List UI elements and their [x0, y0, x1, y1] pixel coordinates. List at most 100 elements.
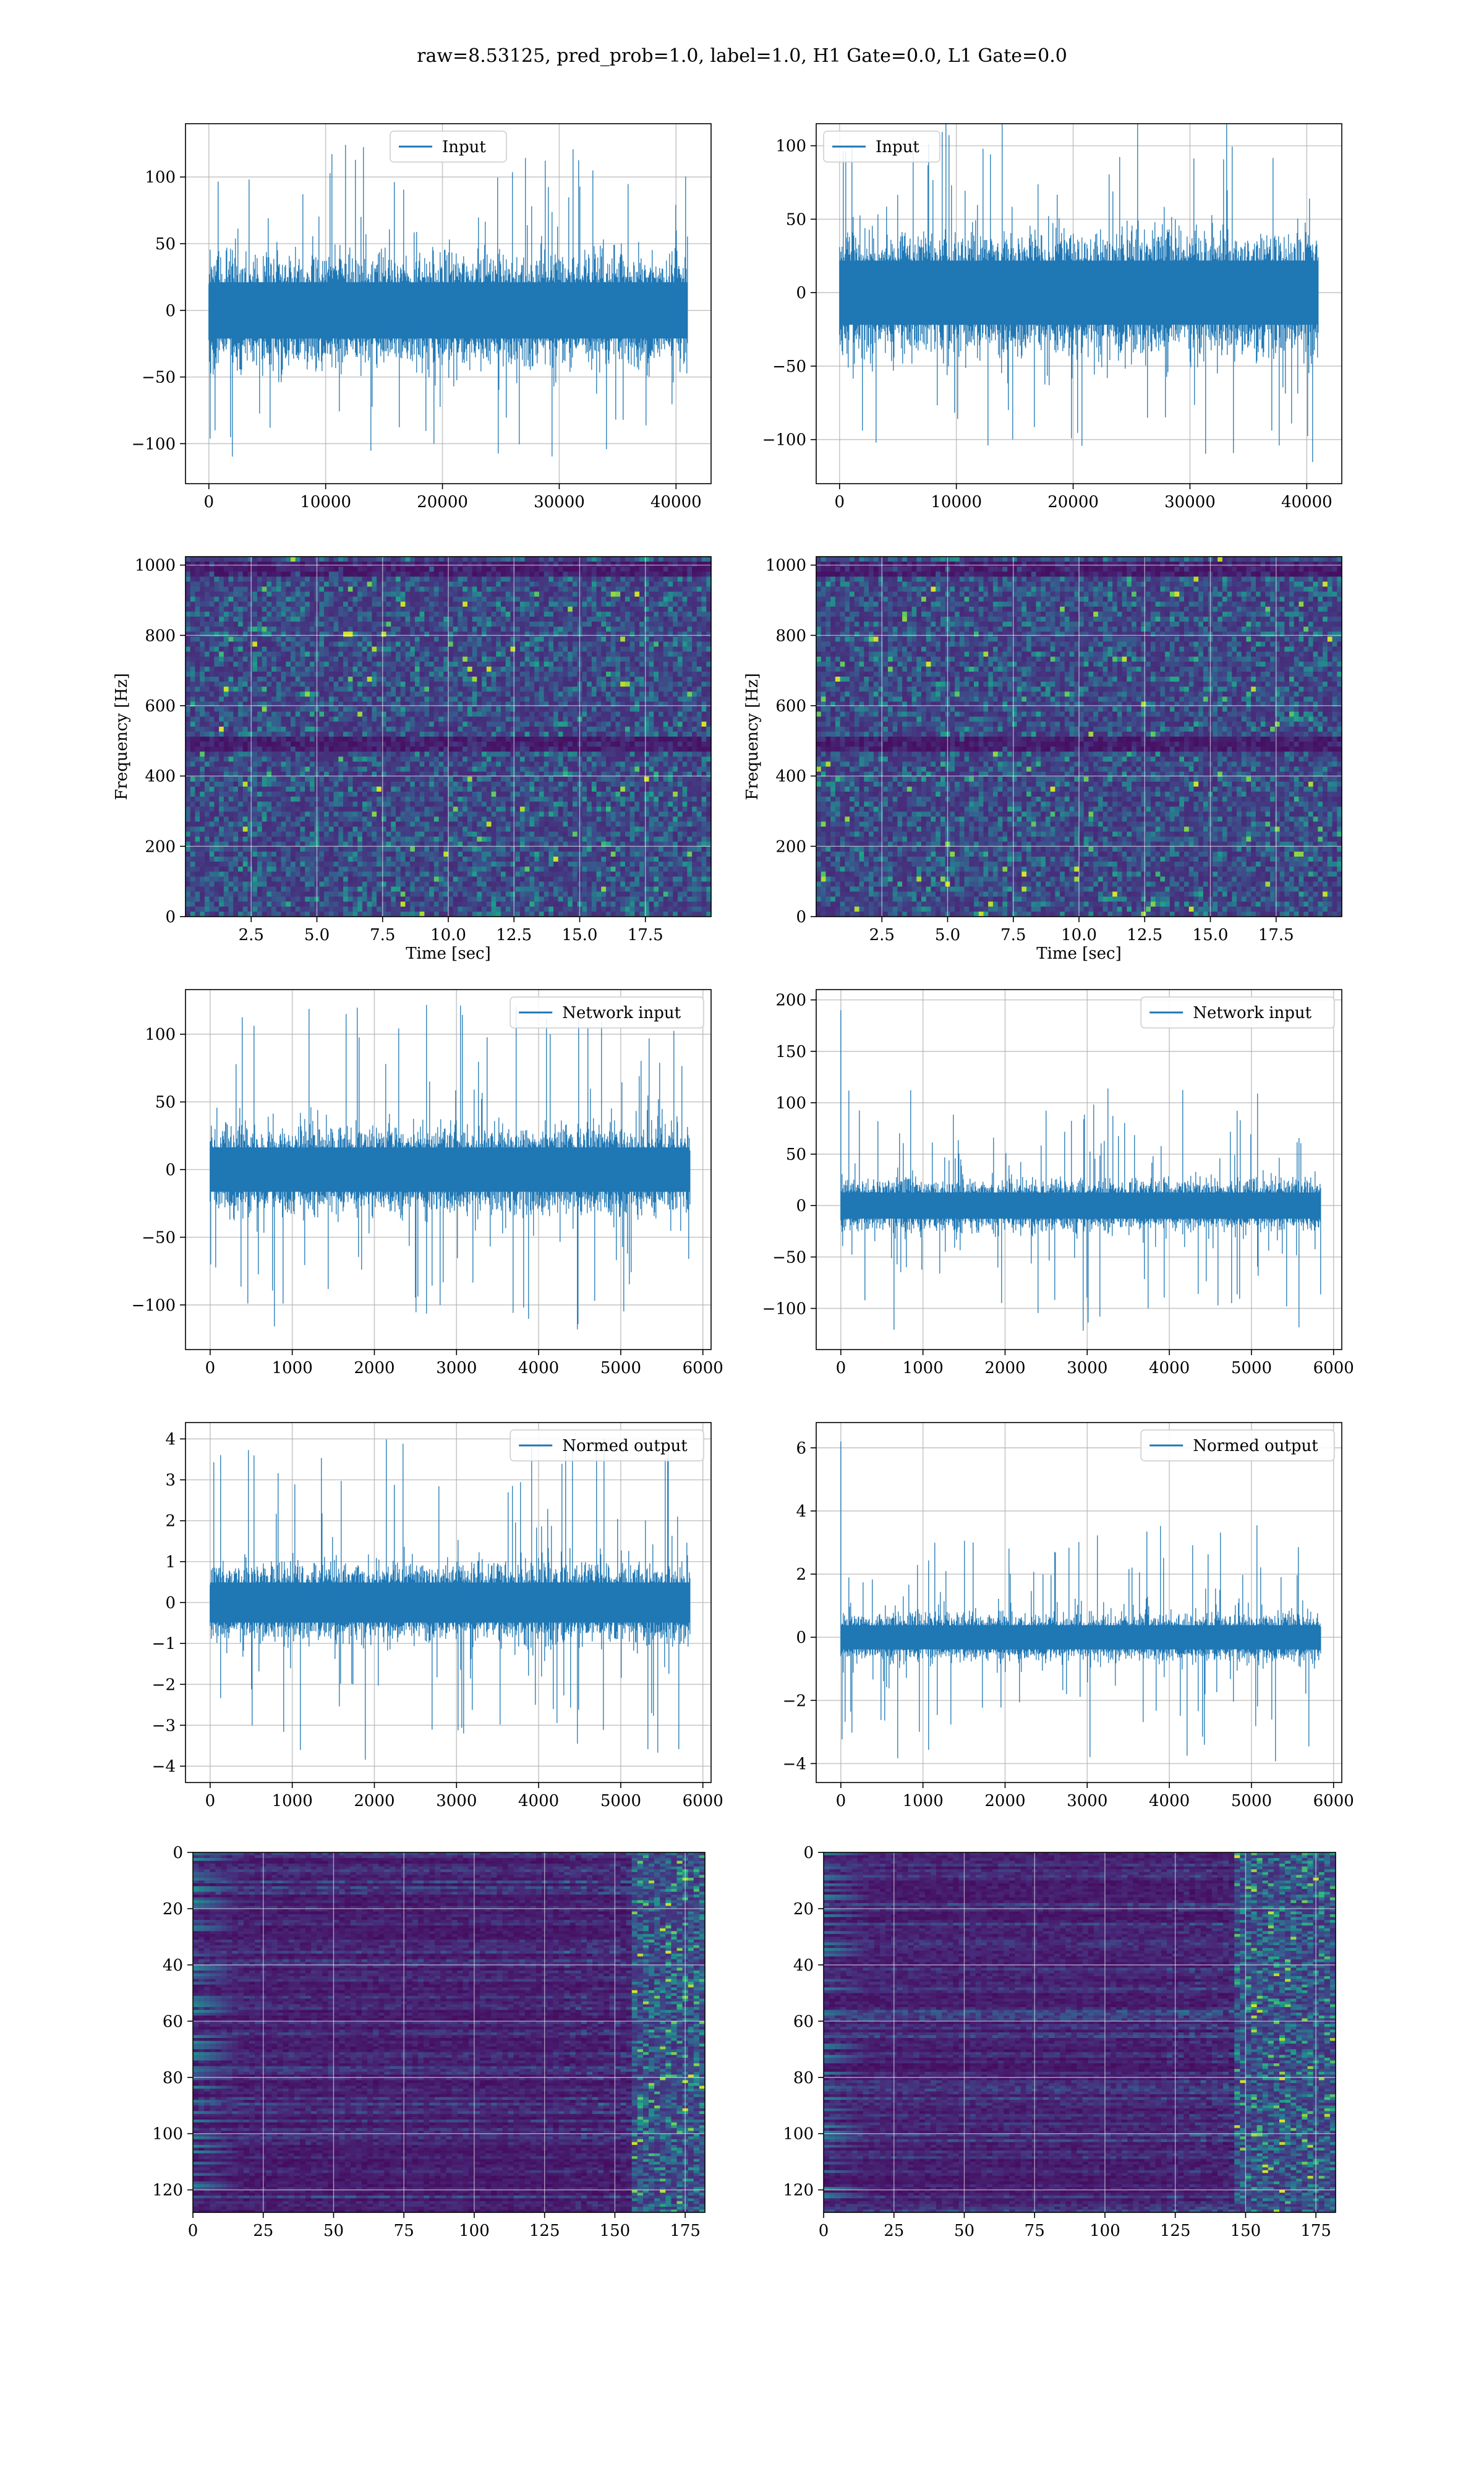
h1-input-xtick-label-0: 0: [204, 493, 215, 511]
l1-spectrogram-ytick-label-1: 200: [775, 837, 806, 856]
h1-feature-map-xtick-label-0: 0: [188, 2222, 198, 2240]
l1-feature-map-xtick-label-5: 125: [1160, 2222, 1191, 2240]
l1-feature-map-ytick-label-5: 100: [783, 2125, 814, 2144]
l1-spectrogram-ylabel: Frequency [Hz]: [743, 673, 762, 800]
h1-normed-output-ytick-label-3: −1: [152, 1635, 176, 1653]
l1-spectrogram-xtick-label-1: 5.0: [935, 926, 960, 944]
h1-spectrogram-ytick-label-4: 800: [145, 627, 176, 645]
h1-input-legend-label: Input: [442, 138, 486, 156]
h1-network-input-legend-label: Network input: [562, 1004, 681, 1022]
h1-feature-map-image: [193, 1852, 706, 2213]
h1-feature-map-xtick-label-6: 150: [600, 2222, 631, 2240]
h1-spectrogram-ytick-label-1: 200: [145, 837, 176, 856]
l1-spectrogram-xtick-label-2: 7.5: [1000, 926, 1026, 944]
h1-feature-map-ytick-label-0: 0: [173, 1844, 183, 1862]
l1-network-input-xtick-label-4: 4000: [1149, 1359, 1190, 1377]
l1-normed-output-ytick-label-5: 6: [796, 1439, 806, 1458]
h1-normed-output-xtick-label-3: 3000: [436, 1792, 477, 1810]
h1-normed-output-xtick-label-6: 6000: [683, 1792, 723, 1810]
l1-input-ytick-label-1: −50: [772, 357, 806, 376]
h1-input-ytick-label-0: −100: [132, 435, 176, 453]
l1-network-input-legend: Network input: [1141, 997, 1334, 1028]
h1-feature-map-ytick-label-4: 80: [163, 2069, 183, 2087]
h1-spectrogram-ylabel: Frequency [Hz]: [113, 673, 131, 800]
l1-input-ytick-label-4: 100: [775, 137, 806, 156]
l1-network-input-frame: [816, 990, 1342, 1350]
h1-feature-map-ytick-label-2: 40: [163, 1956, 183, 1975]
l1-input-series-line: [840, 121, 1318, 462]
l1-network-input-series-line: [841, 1010, 1321, 1330]
h1-normed-output-xtick-label-5: 5000: [600, 1792, 641, 1810]
h1-spectrogram-xtick-label-6: 17.5: [628, 926, 663, 944]
l1-normed-output-xtick-label-3: 3000: [1067, 1792, 1107, 1810]
h1-spectrogram-xtick-label-1: 5.0: [304, 926, 330, 944]
l1-feature-map-xtick-label-1: 25: [884, 2222, 904, 2240]
l1-input-xtick-label-4: 40000: [1281, 493, 1333, 511]
l1-network-input-ytick-label-5: 150: [775, 1043, 806, 1061]
l1-normed-output-xtick-label-5: 5000: [1231, 1792, 1272, 1810]
l1-network-input-xtick-label-0: 0: [836, 1359, 846, 1377]
l1-input-xtick-label-3: 30000: [1164, 493, 1216, 511]
l1-input-ytick-label-2: 0: [796, 284, 806, 302]
l1-feature-map-xtick-label-7: 175: [1300, 2222, 1331, 2240]
l1-normed-output-xtick-label-2: 2000: [984, 1792, 1025, 1810]
l1-normed-output-legend-label: Normed output: [1193, 1437, 1318, 1455]
h1-normed-output-series-line: [210, 1439, 690, 1760]
h1-spectrogram-ytick-label-3: 600: [145, 697, 176, 716]
h1-normed-output-ytick-label-6: 2: [165, 1512, 176, 1531]
h1-input-ytick-label-4: 100: [145, 168, 176, 187]
h1-spectrogram-xtick-label-0: 2.5: [239, 926, 264, 944]
l1-normed-output-legend: Normed output: [1141, 1430, 1334, 1461]
h1-normed-output-xtick-label-2: 2000: [354, 1792, 394, 1810]
h1-network-input-ytick-label-3: 50: [155, 1094, 176, 1112]
h1-input-ytick-label-1: −50: [142, 369, 176, 387]
h1-network-input-panel: 0 1000 2000 3000 4000 5000 6000−100−50050100Ne…: [132, 990, 723, 1377]
l1-spectrogram-xtick-label-4: 12.5: [1127, 926, 1162, 944]
h1-normed-output-ytick-label-5: 1: [165, 1553, 176, 1572]
h1-spectrogram-xtick-label-2: 7.5: [370, 926, 395, 944]
l1-network-input-xtick-label-2: 2000: [984, 1359, 1025, 1377]
l1-spectrogram-xtick-label-3: 10.0: [1061, 926, 1097, 944]
h1-network-input-xtick-label-0: 0: [205, 1359, 216, 1377]
h1-network-input-xtick-label-2: 2000: [354, 1359, 394, 1377]
l1-input-legend-label: Input: [876, 138, 919, 156]
h1-input-xtick-label-4: 40000: [650, 493, 702, 511]
h1-normed-output-xtick-label-0: 0: [205, 1792, 216, 1810]
h1-normed-output-legend: Normed output: [510, 1430, 704, 1461]
l1-feature-map-ytick-label-6: 120: [783, 2181, 814, 2200]
h1-feature-map-xtick-label-2: 50: [323, 2222, 344, 2240]
l1-feature-map-ytick-label-1: 20: [793, 1900, 814, 1919]
h1-normed-output-ytick-label-8: 4: [165, 1430, 176, 1449]
l1-normed-output-ytick-label-1: −2: [783, 1692, 806, 1710]
l1-spectrogram-xtick-label-5: 15.0: [1193, 926, 1229, 944]
l1-spectrogram-ytick-label-0: 0: [796, 908, 806, 927]
h1-spectrogram-ytick-label-5: 1000: [135, 557, 176, 575]
l1-input-xtick-label-2: 20000: [1047, 493, 1099, 511]
h1-spectrogram-xtick-label-3: 10.0: [430, 926, 466, 944]
h1-network-input-xtick-label-5: 5000: [600, 1359, 641, 1377]
l1-spectrogram-ytick-label-3: 600: [775, 697, 806, 716]
l1-feature-map-ytick-label-0: 0: [803, 1844, 814, 1862]
l1-normed-output-xtick-label-4: 4000: [1149, 1792, 1190, 1810]
l1-network-input-ytick-label-2: 0: [796, 1197, 806, 1215]
h1-normed-output-ytick-label-7: 3: [165, 1471, 176, 1490]
l1-network-input-xtick-label-3: 3000: [1067, 1359, 1107, 1377]
l1-feature-map-ytick-label-2: 40: [793, 1956, 814, 1975]
figure-suptitle: raw=8.53125, pred_prob=1.0, label=1.0, H…: [417, 45, 1067, 67]
h1-input-series-line: [209, 145, 688, 456]
h1-network-input-series-line: [210, 1005, 690, 1330]
l1-spectrogram-xtick-label-6: 17.5: [1258, 926, 1294, 944]
h1-input-xtick-label-2: 20000: [417, 493, 468, 511]
l1-input-ytick-label-3: 50: [786, 210, 806, 229]
l1-input-xtick-label-0: 0: [835, 493, 845, 511]
h1-input-ytick-label-3: 50: [155, 235, 176, 254]
h1-feature-map-xtick-label-1: 25: [253, 2222, 273, 2240]
l1-normed-output-ytick-label-2: 0: [796, 1629, 806, 1647]
h1-network-input-ytick-label-2: 0: [165, 1161, 176, 1179]
l1-network-input-legend-label: Network input: [1193, 1004, 1311, 1022]
l1-input-xtick-label-1: 10000: [931, 493, 982, 511]
